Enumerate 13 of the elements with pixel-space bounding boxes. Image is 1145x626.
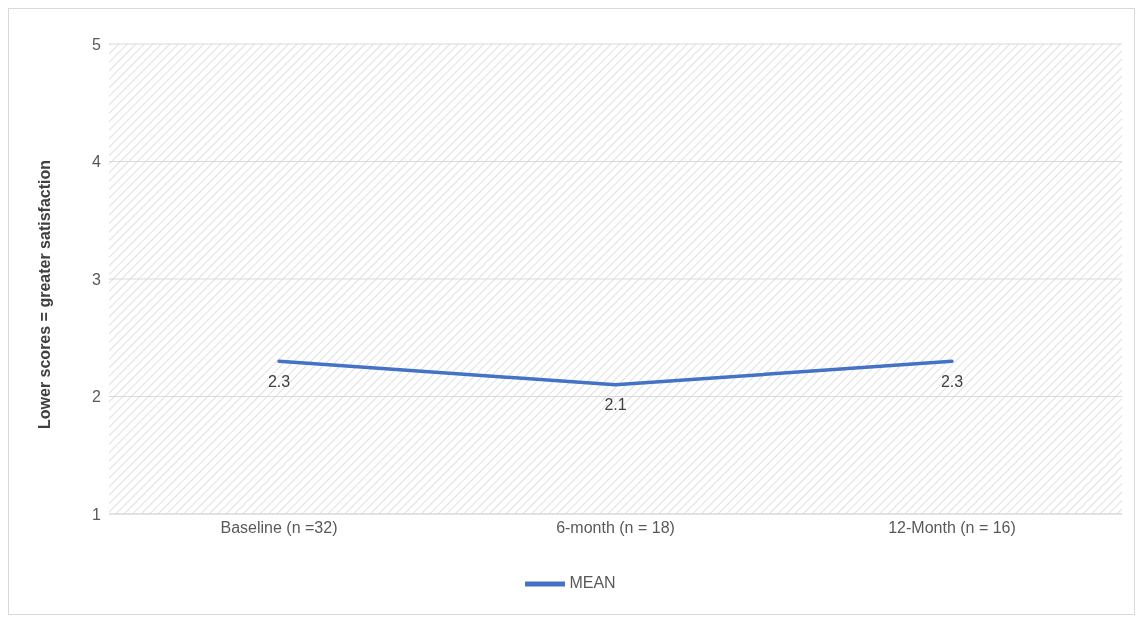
y-tick-label: 4 bbox=[92, 153, 102, 171]
x-tick-label: 6-month (n = 18) bbox=[556, 519, 675, 537]
y-tick-label: 1 bbox=[92, 505, 102, 523]
y-axis-title: Lower scores = greater satisfaction bbox=[35, 160, 53, 429]
x-tick-label: Baseline (n =32) bbox=[220, 519, 338, 537]
x-tick-label: 12-Month (n = 16) bbox=[888, 519, 1016, 537]
y-tick-label: 2 bbox=[92, 388, 102, 406]
y-tick-label: 3 bbox=[92, 270, 102, 288]
data-label: 2.3 bbox=[940, 372, 964, 390]
legend-label: MEAN bbox=[569, 574, 616, 592]
y-tick-label: 5 bbox=[92, 35, 102, 53]
data-label: 2.3 bbox=[267, 372, 291, 390]
data-label: 2.1 bbox=[604, 396, 627, 414]
